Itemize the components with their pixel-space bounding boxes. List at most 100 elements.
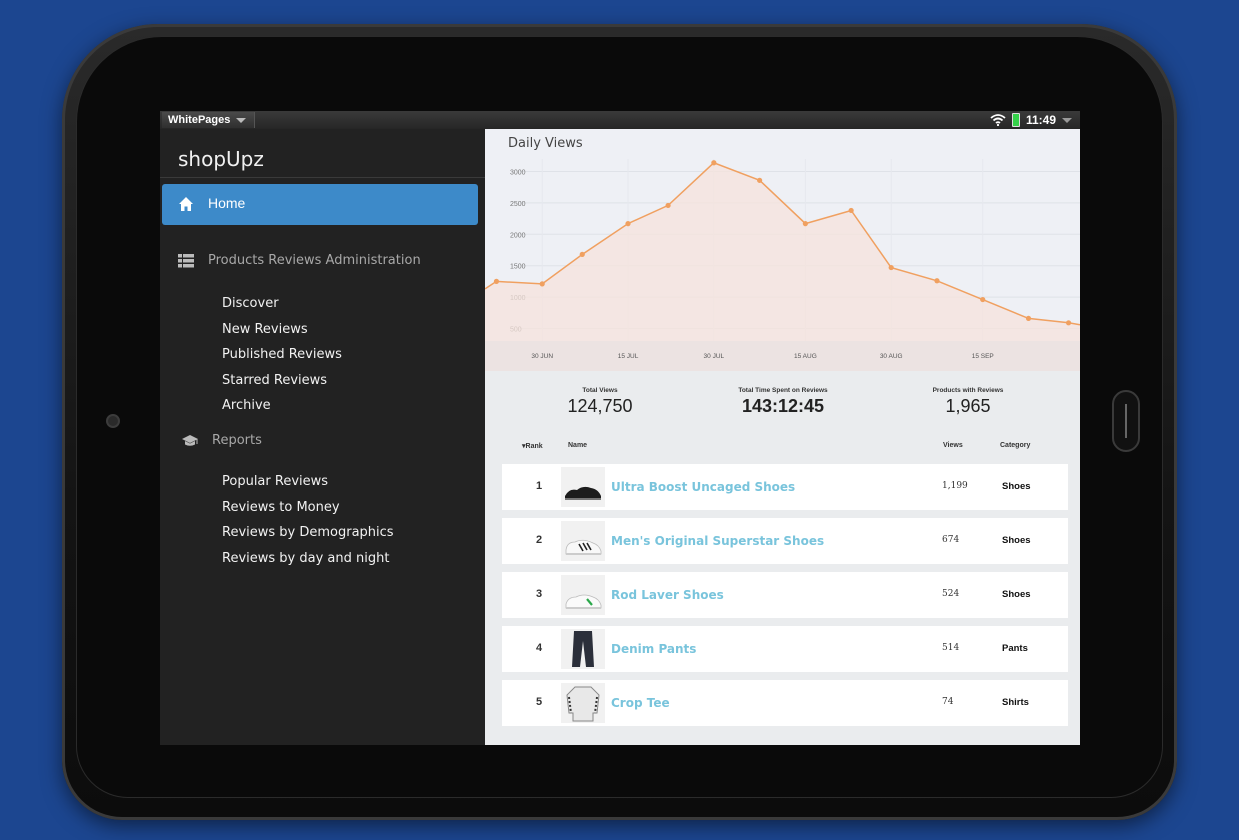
brand-title: shopUpz <box>178 147 264 171</box>
x-axis-band <box>485 341 1080 371</box>
row-category: Shoes <box>1002 481 1031 492</box>
table-row[interactable]: 4 Denim Pants 514 Pants <box>502 626 1068 672</box>
data-point[interactable] <box>848 207 854 214</box>
section-products-reviews: Products Reviews Administration <box>178 253 421 268</box>
sidebar-item-new-reviews[interactable]: New Reviews <box>222 321 308 337</box>
data-point[interactable] <box>1025 315 1032 322</box>
app-menu-button[interactable]: WhitePages <box>162 112 256 128</box>
stat-label: Products with Reviews <box>932 387 1004 394</box>
row-views: 74 <box>942 697 954 707</box>
sidebar-item-reviews-to-money[interactable]: Reviews to Money <box>222 499 340 515</box>
sidebar-item-label: Home <box>208 195 246 211</box>
screen: WhitePages 11:49 shopUpz Home <box>160 111 1080 745</box>
x-tick-label: 30 JUL <box>704 353 725 360</box>
sidebar-item-reviews-by-demographics[interactable]: Reviews by Demographics <box>222 525 394 540</box>
data-point[interactable] <box>625 221 631 227</box>
stat-products-with-reviews: Products with Reviews 1,965 <box>873 387 1063 417</box>
data-point[interactable] <box>665 202 671 209</box>
row-category: Shoes <box>1002 535 1031 546</box>
row-views: 674 <box>942 535 960 545</box>
data-point[interactable] <box>579 251 585 257</box>
header-category[interactable]: Category <box>1000 442 1031 449</box>
sort-rank-header[interactable]: ▾Rank <box>522 442 543 450</box>
data-point[interactable] <box>539 281 545 287</box>
table-row[interactable]: 2 Men's Original Superstar Shoes 674 Sho… <box>502 518 1068 564</box>
data-point[interactable] <box>493 278 500 284</box>
data-point[interactable] <box>711 160 717 166</box>
products-table: 1 Ultra Boost Uncaged Shoes 1,199 Shoes … <box>502 464 1068 734</box>
summary-stats: Total Views 124,750 Total Time Spent on … <box>485 387 1080 427</box>
status-bar: WhitePages 11:49 <box>160 111 1080 129</box>
x-tick-label: 15 JUL <box>618 353 639 360</box>
reports-menu: Popular Reviews Reviews to Money Reviews… <box>222 469 394 571</box>
data-point[interactable] <box>802 221 808 227</box>
battery-icon <box>1011 113 1020 127</box>
stat-label: Total Views <box>582 387 618 394</box>
sidebar-item-starred-reviews[interactable]: Starred Reviews <box>222 372 328 388</box>
list-icon <box>178 253 194 267</box>
sidebar: shopUpz Home Products Reviews Administra… <box>160 129 485 745</box>
home-hardware-button[interactable] <box>1112 390 1140 452</box>
stat-time-spent: Total Time Spent on Reviews 143:12:45 <box>688 387 878 417</box>
black-shoe-image <box>561 467 605 507</box>
x-tick-label: 30 JUN <box>531 353 553 360</box>
row-category: Shoes <box>1002 589 1031 600</box>
sidebar-item-published-reviews[interactable]: Published Reviews <box>222 347 342 362</box>
chart-title: Daily Views <box>508 136 583 151</box>
sidebar-item-archive[interactable]: Archive <box>222 398 271 413</box>
section-title: Reports <box>212 433 262 448</box>
table-header: ▾Rank Name Views Category <box>502 439 1068 455</box>
header-name[interactable]: Name <box>568 442 588 449</box>
product-link[interactable]: Denim Pants <box>611 642 697 656</box>
table-row[interactable]: 3 Rod Laver Shoes 524 Shoes <box>502 572 1068 618</box>
y-tick-label: 2500 <box>510 201 526 208</box>
data-point[interactable] <box>1065 320 1072 326</box>
data-point[interactable] <box>980 296 986 303</box>
divider <box>160 177 485 178</box>
x-tick-label: 15 AUG <box>794 353 817 360</box>
stat-value: 143:12:45 <box>741 396 825 416</box>
product-link[interactable]: Crop Tee <box>611 696 670 710</box>
stat-total-views: Total Views 124,750 <box>505 387 695 417</box>
header-views[interactable]: Views <box>943 442 963 449</box>
y-tick-label: 2000 <box>510 232 526 239</box>
row-category: Pants <box>1002 643 1028 654</box>
series-area <box>485 162 1080 341</box>
sidebar-item-discover[interactable]: Discover <box>222 296 279 311</box>
system-status[interactable]: 11:49 <box>990 112 1072 128</box>
data-point[interactable] <box>757 177 763 183</box>
y-tick-label: 3000 <box>510 170 526 177</box>
product-link[interactable]: Men's Original Superstar Shoes <box>611 534 825 548</box>
chevron-down-icon <box>1062 117 1072 123</box>
row-category: Shirts <box>1002 697 1029 708</box>
clock: 11:49 <box>1025 113 1056 127</box>
sidebar-item-reviews-by-day-and-night[interactable]: Reviews by day and night <box>222 550 390 566</box>
wifi-icon <box>990 114 1006 126</box>
x-tick-label: 30 AUG <box>880 353 903 360</box>
table-row[interactable]: 1 Ultra Boost Uncaged Shoes 1,199 Shoes <box>502 464 1068 510</box>
table-row[interactable]: 5 Crop Tee 74 Shirts <box>502 680 1068 726</box>
row-views: 514 <box>942 643 960 653</box>
header-rank: Rank <box>525 443 543 450</box>
sort-caret-icon: ▾ <box>522 443 526 450</box>
product-link[interactable]: Ultra Boost Uncaged Shoes <box>611 480 796 494</box>
sidebar-item-home[interactable]: Home <box>162 184 478 225</box>
app-name: WhitePages <box>168 114 231 126</box>
stat-value: 124,750 <box>567 396 633 416</box>
app-menu-caret-icon <box>236 118 247 123</box>
row-rank: 5 <box>536 696 543 708</box>
y-tick-label: 1500 <box>510 264 526 271</box>
white-shoe-image <box>561 521 605 561</box>
sidebar-item-popular-reviews[interactable]: Popular Reviews <box>222 474 329 489</box>
product-link[interactable]: Rod Laver Shoes <box>611 588 724 602</box>
series-line <box>485 161 1080 326</box>
graduation-cap-icon <box>182 434 198 446</box>
camera-icon <box>106 414 120 428</box>
data-point[interactable] <box>888 264 894 271</box>
data-point[interactable] <box>934 278 940 284</box>
green-white-shoe-image <box>561 575 605 615</box>
row-rank: 4 <box>536 642 543 654</box>
row-rank: 1 <box>536 480 543 492</box>
